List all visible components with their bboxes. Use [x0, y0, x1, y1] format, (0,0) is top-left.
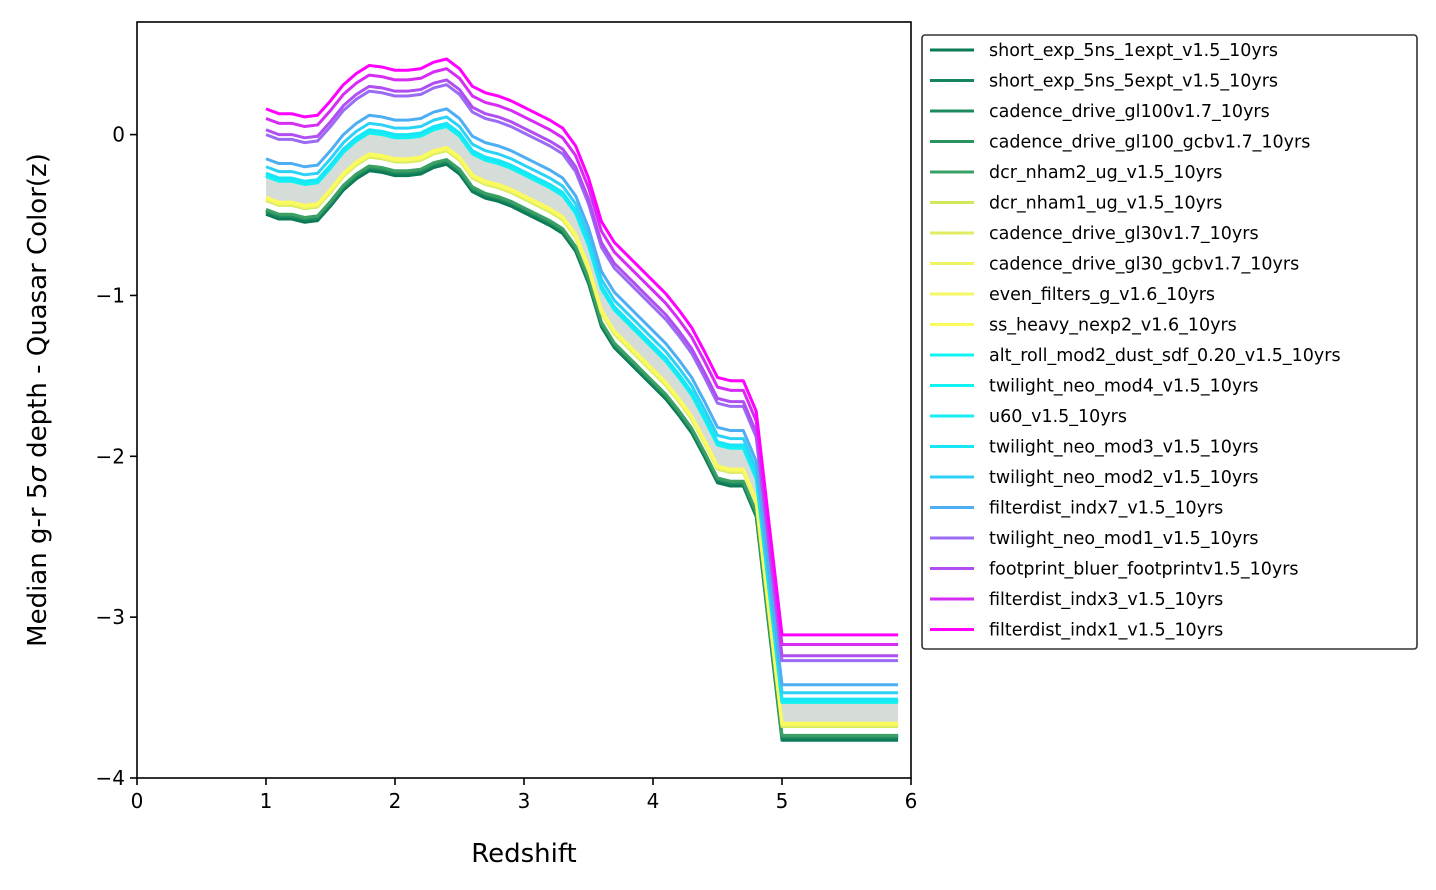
- legend-entry-label: cadence_drive_gl100_gcbv1.7_10yrs: [989, 133, 1310, 153]
- legend-entry-label: cadence_drive_gl30_gcbv1.7_10yrs: [989, 255, 1299, 275]
- x-tick-label: 3: [518, 789, 531, 813]
- series-line-16: [265, 107, 899, 687]
- legend-entry-label: twilight_neo_mod3_v1.5_10yrs: [989, 438, 1259, 458]
- legend-entry-label: dcr_nham2_ug_v1.5_10yrs: [989, 163, 1222, 183]
- x-tick-label: 4: [647, 789, 660, 813]
- axes: 0 1 2 3 4 5 6 −4 −3 −2 −1 0 Redshift Median g-r 5σ de…: [23, 21, 918, 869]
- legend-entry-label: ss_heavy_nexp2_v1.6_10yrs: [989, 316, 1237, 336]
- y-tick-label: −3: [96, 605, 125, 629]
- series-line-10: [265, 145, 899, 725]
- legend-entry-label: twilight_neo_mod1_v1.5_10yrs: [989, 529, 1259, 549]
- series-line-19: [265, 67, 899, 646]
- y-tick-label: −2: [96, 444, 125, 468]
- legend-entry-label: short_exp_5ns_5expt_v1.5_10yrs: [989, 72, 1278, 92]
- series-line-15: [265, 115, 899, 695]
- series-line-5: [265, 158, 899, 737]
- x-tick-label: 6: [905, 789, 918, 813]
- series-line-17: [265, 83, 899, 663]
- legend-entry-label: twilight_neo_mod2_v1.5_10yrs: [989, 468, 1259, 488]
- x-axis-label: Redshift: [471, 839, 577, 869]
- legend-box: [921, 34, 1418, 650]
- y-axis-label-part: depth - Quasar Color(z): [23, 153, 53, 466]
- legend-entry-label: filterdist_indx3_v1.5_10yrs: [989, 590, 1223, 610]
- series-lines: [265, 57, 899, 742]
- legend-entry-label: cadence_drive_gl30v1.7_10yrs: [989, 224, 1259, 244]
- y-axis-label: Median g-r 5σ depth - Quasar Color(z): [23, 153, 53, 647]
- y-tick-label: −4: [96, 766, 125, 790]
- series-line-18: [265, 78, 899, 658]
- y-tick-label: −1: [96, 283, 125, 307]
- legend-entry-label: twilight_neo_mod4_v1.5_10yrs: [989, 377, 1259, 397]
- legend-entry-label: filterdist_indx7_v1.5_10yrs: [989, 499, 1223, 519]
- x-tick-label: 0: [131, 789, 144, 813]
- legend-entry-label: footprint_bluer_footprintv1.5_10yrs: [989, 560, 1299, 580]
- legend-entry-label: alt_roll_mod2_dust_sdf_0.20_v1.5_10yrs: [989, 346, 1341, 366]
- legend-entry-label: cadence_drive_gl100v1.7_10yrs: [989, 102, 1270, 122]
- series-line-14: [265, 121, 899, 701]
- legend-entry-label: short_exp_5ns_1expt_v1.5_10yrs: [989, 41, 1278, 61]
- x-tick-label: 2: [389, 789, 402, 813]
- y-axis-label-part: σ: [23, 465, 53, 483]
- series-line-20: [265, 57, 899, 637]
- legend: short_exp_5ns_1expt_v1.5_10yrs short_exp_…: [921, 34, 1418, 650]
- legend-entry-label: dcr_nham1_ug_v1.5_10yrs: [989, 194, 1222, 214]
- legend-entry-label: filterdist_indx1_v1.5_10yrs: [989, 621, 1223, 641]
- y-axis-label-part: Median g-r 5: [23, 483, 53, 647]
- legend-entry-label: even_filters_g_v1.6_10yrs: [989, 285, 1215, 305]
- x-tick-label: 5: [776, 789, 789, 813]
- x-tick-label: 1: [260, 789, 273, 813]
- y-tick-label: 0: [112, 123, 125, 147]
- legend-entry-label: u60_v1.5_10yrs: [989, 407, 1127, 427]
